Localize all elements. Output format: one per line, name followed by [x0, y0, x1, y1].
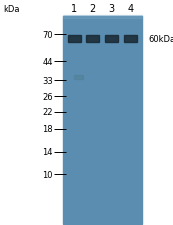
Text: 44: 44: [42, 57, 53, 66]
Text: kDa: kDa: [3, 5, 20, 14]
Bar: [68, 36, 81, 43]
Text: 2: 2: [89, 4, 96, 14]
Bar: [86, 36, 99, 43]
Text: 22: 22: [42, 108, 53, 117]
Bar: [124, 36, 137, 43]
Text: 18: 18: [42, 125, 53, 134]
Bar: [74, 76, 83, 79]
Bar: [63, 16, 142, 19]
Text: 4: 4: [128, 4, 134, 14]
Text: 14: 14: [42, 147, 53, 156]
Bar: [63, 17, 142, 224]
Text: 70: 70: [42, 30, 53, 39]
Text: 10: 10: [42, 170, 53, 179]
Text: 26: 26: [42, 92, 53, 101]
Text: 33: 33: [42, 76, 53, 86]
Text: 1: 1: [71, 4, 78, 14]
Bar: [105, 36, 118, 43]
Text: 3: 3: [108, 4, 115, 14]
Text: 60kDa: 60kDa: [148, 35, 173, 44]
